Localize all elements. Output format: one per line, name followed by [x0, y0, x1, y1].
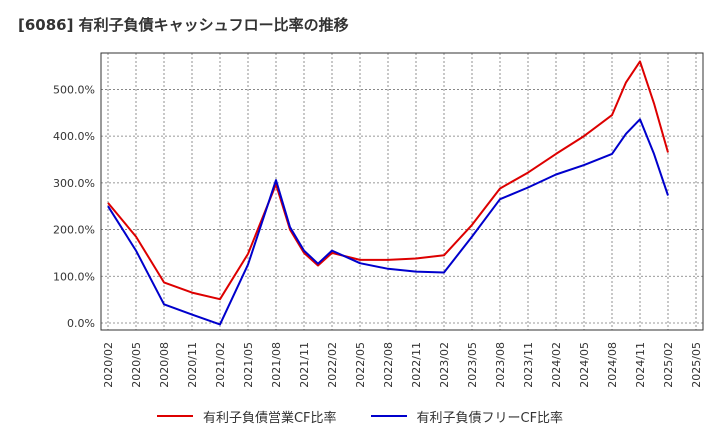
y-tick-label: 300.0% — [53, 177, 95, 190]
y-tick-label: 400.0% — [53, 130, 95, 143]
x-tick-label: 2021/11 — [298, 342, 311, 388]
x-tick-label: 2022/11 — [410, 342, 423, 388]
x-tick-label: 2024/08 — [606, 342, 619, 388]
y-tick-label: 500.0% — [53, 83, 95, 96]
x-tick-label: 2021/08 — [270, 342, 283, 388]
x-tick-label: 2021/02 — [214, 342, 227, 388]
plot-area — [101, 53, 703, 330]
x-tick-label: 2023/11 — [522, 342, 535, 388]
legend-item-operating-cf: 有利子負債営業CF比率 — [156, 407, 337, 426]
x-tick-label: 2023/05 — [466, 342, 479, 388]
x-tick-label: 2020/11 — [186, 342, 199, 388]
chart-legend: 有利子負債営業CF比率 有利子負債フリーCF比率 — [0, 404, 720, 428]
x-tick-label: 2022/02 — [326, 342, 339, 388]
legend-swatch-operating-cf — [156, 415, 193, 417]
legend-swatch-free-cf — [370, 415, 407, 417]
x-tick-label: 2021/05 — [242, 342, 255, 388]
x-tick-label: 2023/02 — [438, 342, 451, 388]
legend-label-operating-cf: 有利子負債営業CF比率 — [202, 410, 337, 426]
x-tick-label: 2024/11 — [634, 342, 647, 388]
chart-title: [6086] 有利子負債キャッシュフロー比率の推移 — [18, 16, 349, 34]
y-tick-label: 100.0% — [53, 270, 95, 283]
x-tick-label: 2025/02 — [662, 342, 675, 388]
y-tick-label: 0.0% — [67, 317, 95, 330]
series-line-free-cf — [107, 118, 669, 326]
x-tick-label: 2020/05 — [130, 342, 143, 388]
y-tick-label: 200.0% — [53, 224, 95, 237]
x-tick-label: 2020/08 — [158, 342, 171, 388]
x-tick-label: 2024/02 — [550, 342, 563, 388]
x-tick-label: 2020/02 — [102, 342, 115, 388]
x-tick-label: 2022/08 — [382, 342, 395, 388]
series-line-operating-cf — [107, 60, 669, 301]
legend-item-free-cf: 有利子負債フリーCF比率 — [370, 407, 564, 426]
x-tick-label: 2022/05 — [354, 342, 367, 388]
x-tick-label: 2023/08 — [494, 342, 507, 388]
legend-label-free-cf: 有利子負債フリーCF比率 — [416, 410, 564, 426]
line-chart: 0.0% 100.0% 200.0% 300.0% 400.0% 500.0% 2020/0… — [53, 52, 704, 388]
x-tick-label: 2024/05 — [578, 342, 591, 388]
x-tick-label: 2025/05 — [690, 342, 703, 388]
plot-frame — [100, 52, 704, 331]
